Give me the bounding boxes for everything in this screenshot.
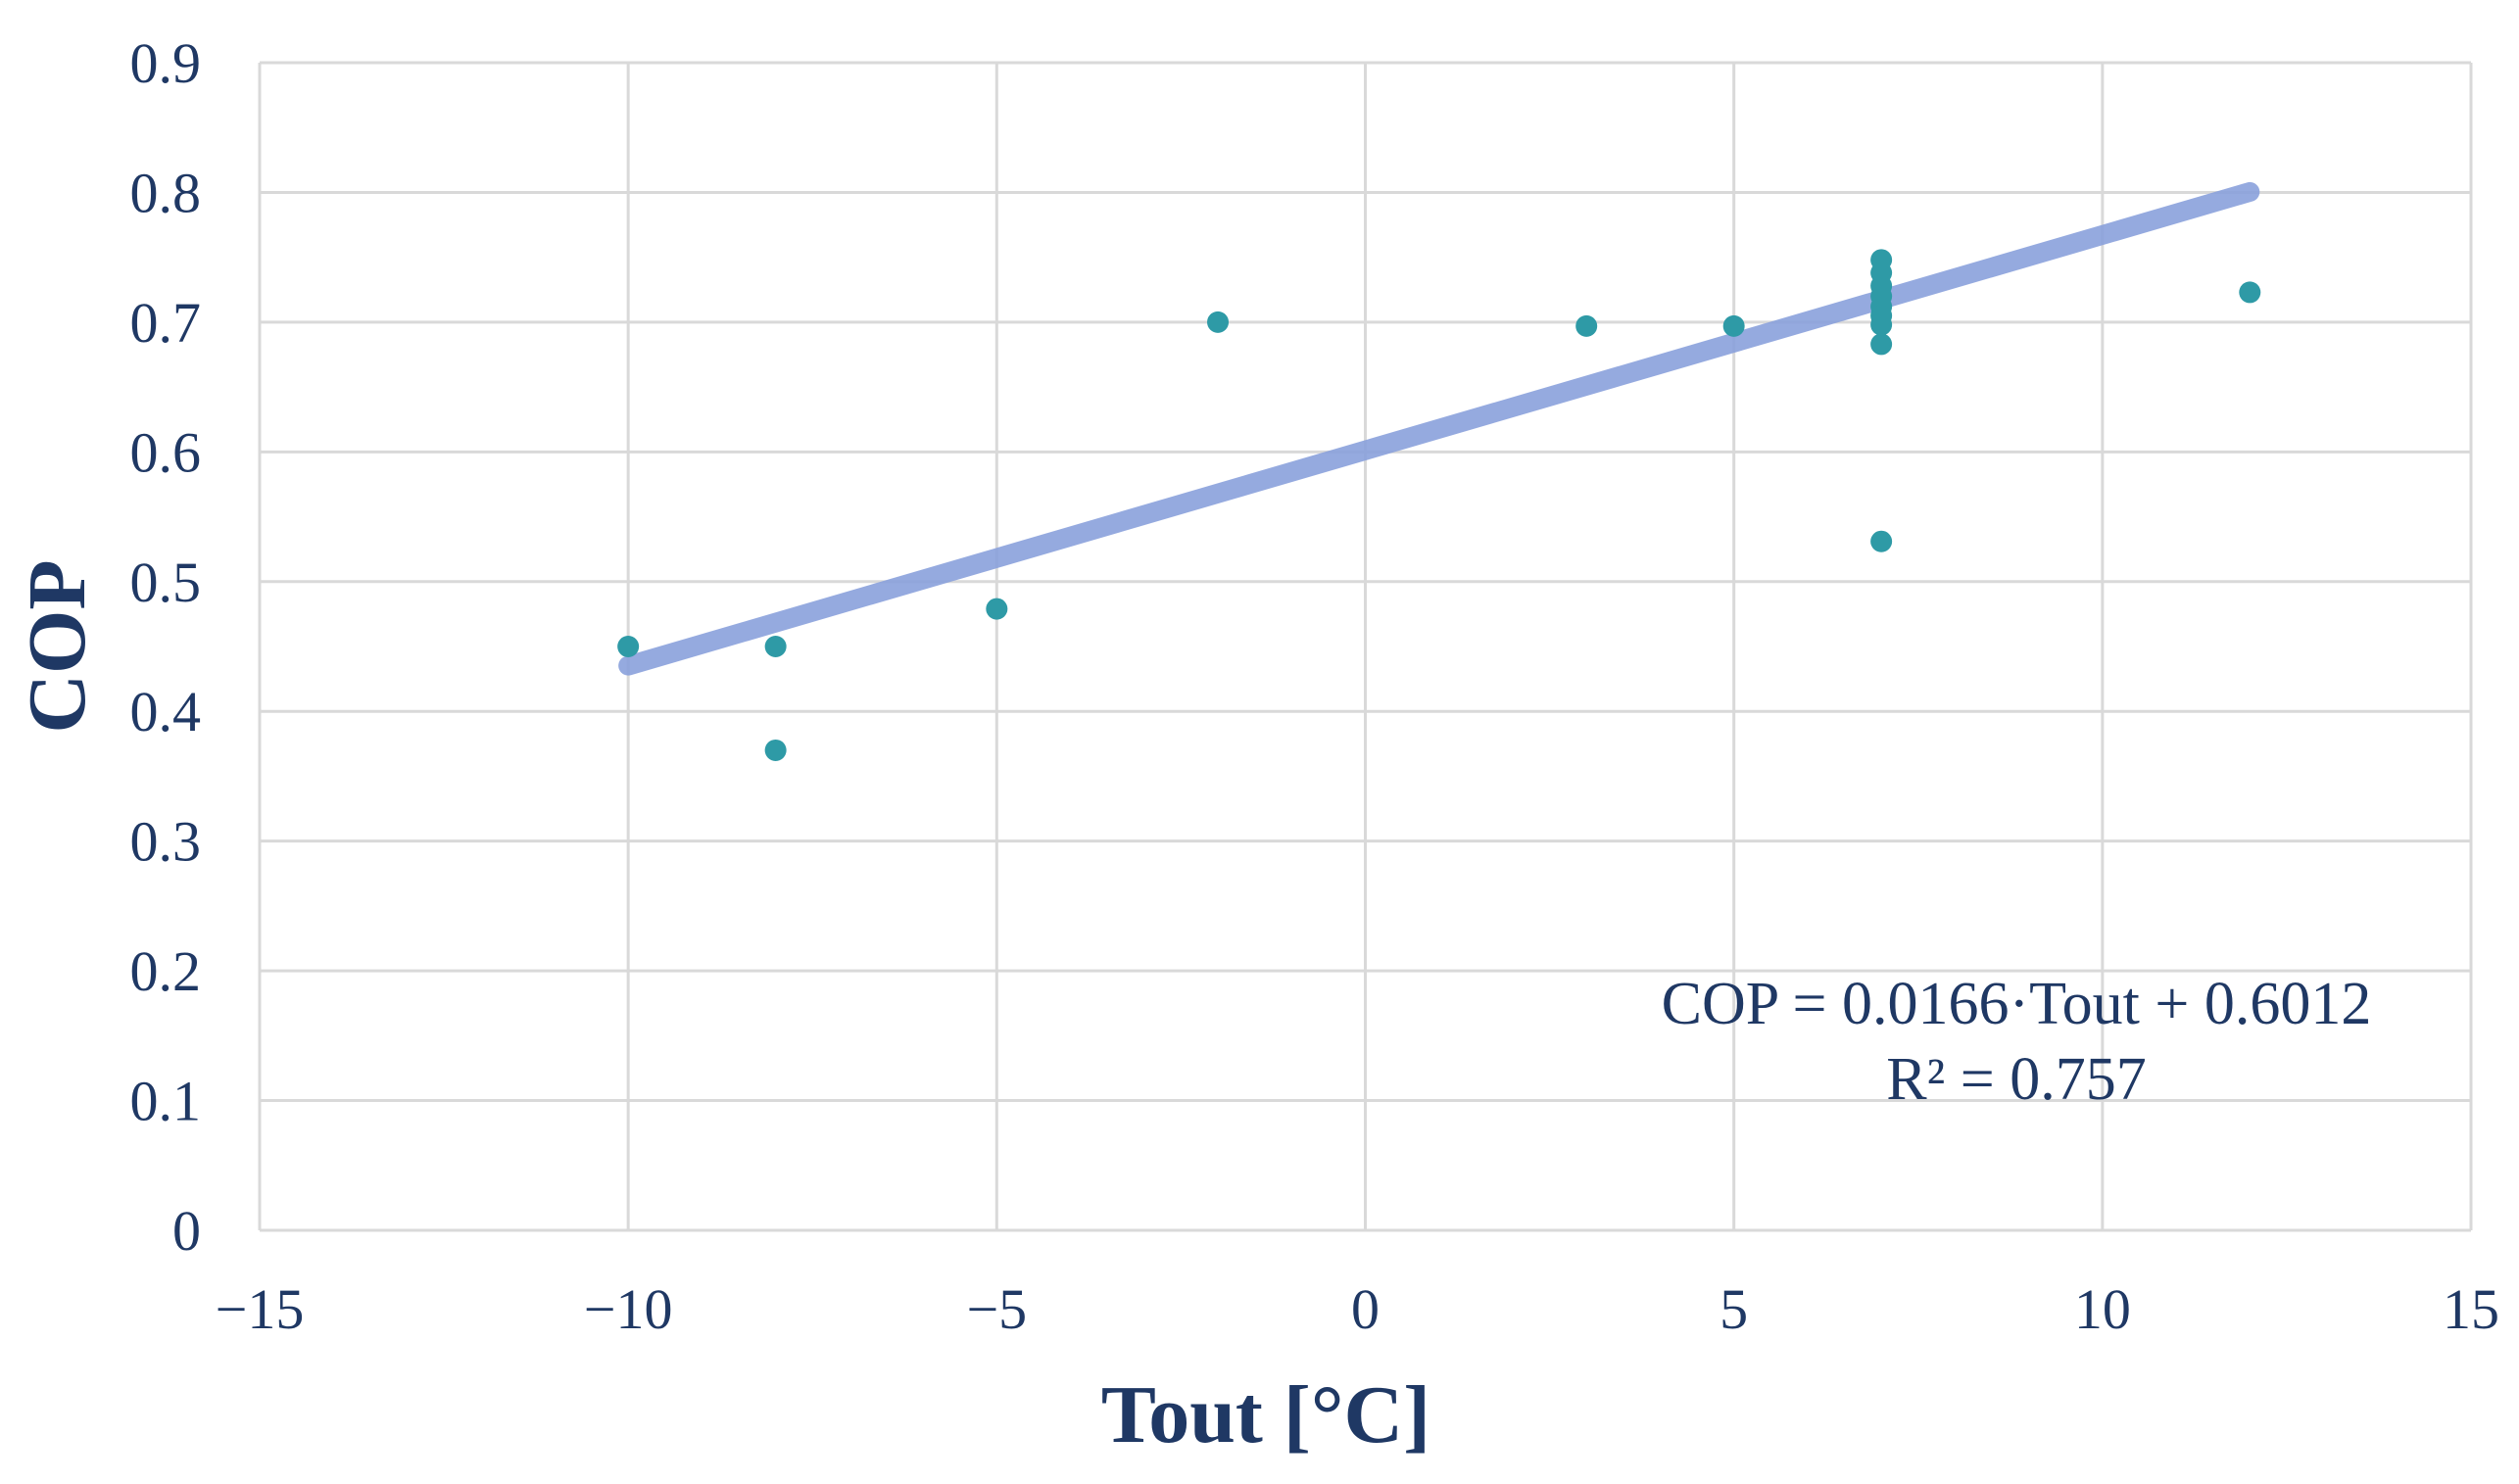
scatter-point: [1870, 530, 1893, 552]
x-axis-title: Tout [°C]: [1101, 1369, 1430, 1460]
y-tick-label: 0.6: [130, 420, 202, 484]
trendline-layer: [618, 181, 2260, 676]
x-tick-label: 0: [1351, 1277, 1380, 1341]
scatter-point: [764, 739, 787, 761]
trendline-r-squared: R² = 0.757: [1886, 1046, 2146, 1113]
scatter-point: [764, 636, 787, 657]
y-tick-label: 0.1: [130, 1070, 202, 1133]
data-points: [617, 249, 2261, 761]
x-tick-label: −5: [966, 1277, 1027, 1341]
x-tick-label: 5: [1720, 1277, 1748, 1341]
scatter-point: [1207, 311, 1230, 333]
x-tick-labels: −15 −10 −5 0 5 10 15: [216, 1277, 2499, 1341]
y-tick-label: 0.9: [130, 31, 202, 95]
x-tick-label: −15: [216, 1277, 305, 1341]
scatter-point: [1870, 333, 1893, 356]
y-tick-label: 0.2: [130, 939, 202, 1003]
scatter-point: [986, 598, 1008, 620]
y-axis-title: COP: [12, 559, 103, 733]
scatter-point: [2239, 281, 2261, 304]
scatter-point: [617, 636, 640, 657]
x-tick-label: 10: [2074, 1277, 2131, 1341]
x-tick-label: −10: [584, 1277, 673, 1341]
scatter-point: [1870, 313, 1893, 336]
scatter-point: [1722, 314, 1745, 337]
y-tick-label: 0.8: [130, 161, 202, 224]
y-tick-labels: 0 0.1 0.2 0.3 0.4 0.5 0.6 0.7 0.8 0.9: [130, 31, 202, 1263]
y-tick-label: 0.7: [130, 291, 202, 355]
y-tick-label: 0.5: [130, 551, 202, 614]
x-tick-label: 15: [2443, 1277, 2499, 1341]
y-tick-label: 0.4: [130, 680, 202, 743]
trendline-equation: COP = 0.0166·Tout + 0.6012: [1662, 971, 2372, 1037]
grid-layer: [258, 61, 2473, 1232]
trendline: [618, 181, 2260, 676]
y-tick-label: 0: [172, 1199, 201, 1263]
y-tick-label: 0.3: [130, 810, 202, 874]
scatter-point: [1575, 314, 1598, 337]
